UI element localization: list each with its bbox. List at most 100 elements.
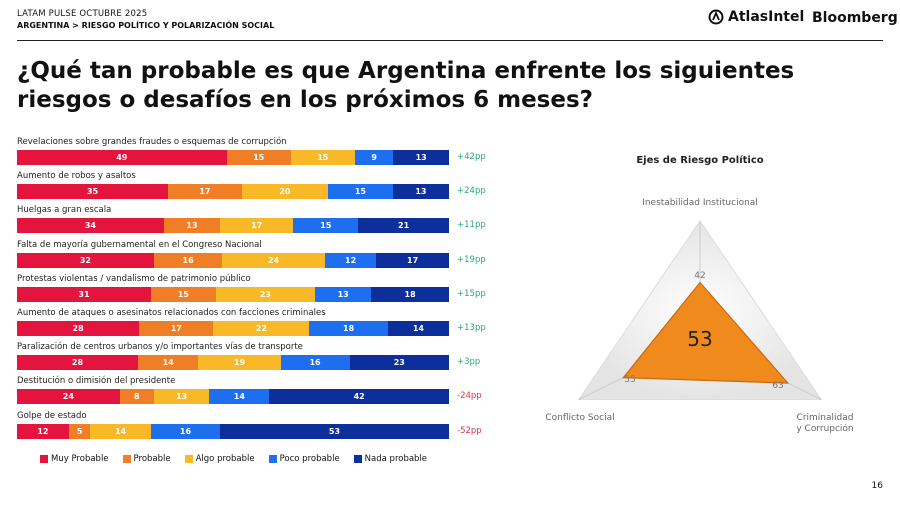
atlasintel-logo-icon [708, 9, 724, 25]
radar-title: Ejes de Riesgo Político [636, 154, 763, 166]
net-delta: +19pp [457, 254, 486, 265]
bar-segment: 13 [392, 184, 449, 200]
radar-axis-label: y Corrupción [796, 423, 853, 434]
bar-segment: 13 [393, 150, 449, 165]
bar-segment: 15 [328, 184, 393, 200]
bar-segment: 15 [226, 150, 291, 165]
bar-segment: 5 [68, 423, 91, 439]
bar-segment: 18 [371, 286, 449, 302]
bar-segment: 17 [376, 252, 449, 268]
bar-row: 35 17 20 15 13 [17, 184, 449, 200]
radar-center-value: 53 [687, 327, 712, 351]
legend-label: Probable [133, 454, 171, 464]
bar-segment: 22 [213, 321, 310, 336]
legend-item: Algo probable [184, 454, 255, 464]
bar-segment: 18 [309, 321, 388, 336]
legend: Muy Probable Probable Algo probable Poco pr… [40, 454, 427, 464]
bar-segment: 19 [198, 355, 281, 371]
bar-label: Falta de mayoría gubernamental en el Con… [17, 239, 262, 250]
bar-segment: 17 [139, 321, 214, 336]
bar-label: Revelaciones sobre grandes fraudes o esq… [17, 137, 287, 147]
header-divider [17, 40, 883, 41]
bar-row: 28 17 22 18 14 [17, 321, 449, 336]
bar-segment: 23 [349, 355, 449, 371]
atlasintel-text: AtlasIntel [728, 9, 805, 25]
net-delta: +15pp [457, 288, 486, 299]
bar-segment: 28 [17, 355, 138, 371]
bar-label: Destitución o dimisión del presidente [17, 376, 176, 387]
radar-axis-value: 42 [694, 271, 705, 281]
bar-row: 31 15 23 13 18 [17, 286, 449, 302]
bar-label: Aumento de ataques o asesinatos relacion… [17, 308, 326, 318]
legend-swatch [122, 454, 131, 463]
bloomberg-logo: Bloomberg [812, 10, 898, 26]
bar-segment: 23 [215, 286, 316, 302]
net-delta: -52pp [457, 425, 482, 436]
bar-label: Protestas violentas / vandalismo de patr… [17, 273, 251, 284]
bar-segment: 28 [17, 321, 140, 336]
bar-segment: 13 [315, 286, 372, 302]
bar-label: Huelgas a gran escala [17, 205, 112, 216]
bar-segment: 13 [153, 389, 210, 405]
radar-axis-label: Criminalidad [797, 413, 854, 423]
legend-label: Poco probable [279, 454, 340, 464]
radar-axis-label: Conflicto Social [545, 413, 614, 423]
bar-segment: 15 [293, 218, 359, 234]
net-delta: +3pp [457, 357, 481, 368]
legend-swatch [268, 454, 277, 463]
bar-segment: 20 [241, 184, 329, 200]
bar-segment: 14 [90, 423, 151, 439]
bar-segment: 31 [17, 286, 151, 302]
bar-row: 34 13 17 15 21 [17, 218, 449, 234]
report-name: LATAM PULSE OCTUBRE 2025 [17, 9, 148, 19]
bar-segment: 14 [209, 389, 270, 405]
bar-segment: 17 [168, 184, 242, 200]
bar-segment: 8 [119, 389, 154, 405]
net-delta: +11pp [457, 220, 486, 231]
legend-swatch [184, 454, 193, 463]
bar-segment: 42 [269, 389, 449, 405]
bar-row: 32 16 24 12 17 [17, 252, 449, 268]
page-title: ¿Qué tan probable es que Argentina enfre… [17, 58, 795, 113]
net-delta: +13pp [457, 323, 486, 333]
legend-item: Poco probable [268, 454, 340, 464]
legend-label: Muy Probable [51, 454, 109, 464]
bar-segment: 14 [137, 355, 199, 371]
bar-segment: 24 [17, 389, 120, 405]
bar-segment: 34 [17, 218, 164, 234]
bar-segment: 24 [222, 252, 325, 268]
bar-segment: 15 [290, 150, 355, 165]
bar-segment: 12 [17, 423, 69, 439]
legend-swatch [40, 454, 48, 463]
bar-segment: 16 [153, 252, 223, 268]
radar-chart: Ejes de Riesgo Político 53 Inestabilidad I… [545, 154, 854, 434]
net-delta: +42pp [457, 152, 486, 162]
legend-item: Probable [122, 454, 171, 464]
bar-label: Aumento de robos y asaltos [17, 171, 136, 182]
breadcrumb: ARGENTINA > RIESGO POLÍTICO Y POLARIZACI… [17, 21, 275, 30]
net-delta: -24pp [457, 391, 482, 402]
radar-axis-value: 55 [624, 375, 635, 385]
bar-label: Golpe de estado [17, 410, 87, 421]
bar-segment: 53 [220, 423, 449, 439]
legend-label: Nada probable [364, 454, 428, 464]
bar-row: 28 14 19 16 23 [17, 355, 449, 371]
bar-segment: 12 [324, 252, 377, 268]
radar-axis-label: Inestabilidad Institucional [642, 198, 758, 208]
bar-segment: 49 [17, 150, 227, 165]
bar-segment: 32 [17, 252, 154, 268]
atlasintel-logo: AtlasIntel [708, 9, 804, 25]
legend-item: Nada probable [353, 454, 428, 464]
radar-area [622, 281, 790, 384]
bar-segment: 14 [387, 321, 449, 336]
legend-label: Algo probable [195, 454, 255, 464]
page-number: 16 [871, 481, 883, 491]
bar-segment: 16 [280, 355, 350, 371]
bar-segment: 9 [354, 150, 394, 165]
bar-segment: 21 [358, 218, 449, 234]
bar-label: Paralización de centros urbanos y/o impo… [17, 342, 303, 353]
radar-axis-value: 63 [772, 381, 783, 391]
bar-segment: 16 [150, 423, 220, 439]
bar-segment: 13 [163, 218, 221, 234]
bar-segment: 15 [150, 286, 216, 302]
